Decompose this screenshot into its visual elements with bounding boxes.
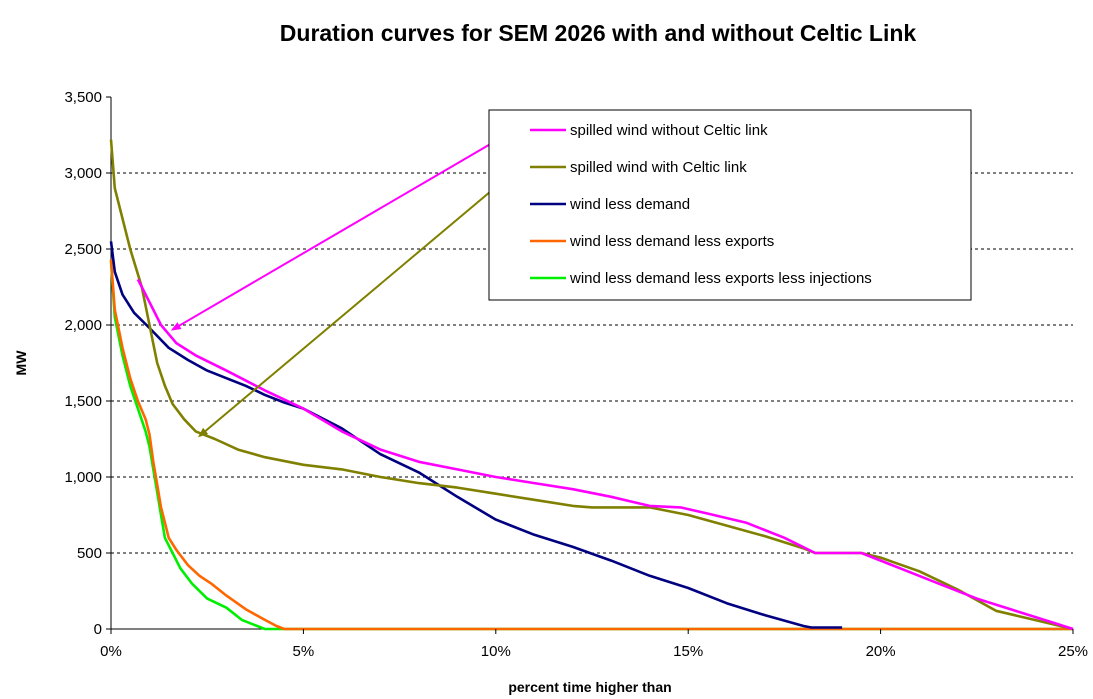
x-tick-label: 0% <box>100 643 122 660</box>
x-axis-label: percent time higher than <box>508 679 671 695</box>
y-tick-label: 1,000 <box>64 469 102 486</box>
y-tick-label: 2,000 <box>64 317 102 334</box>
series-layer <box>109 139 1074 631</box>
y-tick-label: 3,000 <box>64 165 102 182</box>
series-line-0 <box>136 278 1074 631</box>
y-axis-ticks: 0 500 1,000 1,500 2,000 2,500 3,000 3,500 <box>64 89 111 638</box>
y-tick-label: 0 <box>94 621 102 638</box>
x-tick-label: 5% <box>293 643 315 660</box>
x-tick-label: 10% <box>481 643 511 660</box>
y-tick-label: 2,500 <box>64 241 102 258</box>
x-tick-label: 20% <box>866 643 896 660</box>
legend-box <box>488 109 972 301</box>
legend-entry: spilled wind without Celtic link <box>570 122 768 139</box>
annotation-arrow <box>170 126 520 331</box>
series-line-4 <box>109 261 1073 631</box>
series-line-3 <box>109 259 1073 631</box>
x-tick-label: 25% <box>1058 643 1088 660</box>
annotation-layer <box>170 126 520 438</box>
x-tick-label: 15% <box>673 643 703 660</box>
legend-entry: wind less demand less exports <box>569 233 774 250</box>
legend-entry: wind less demand <box>569 196 690 213</box>
y-tick-label: 1,500 <box>64 393 102 410</box>
y-tick-label: 500 <box>77 545 102 562</box>
y-axis-label: MW <box>13 350 29 376</box>
x-axis-ticks: 0% 5% 10% 15% 20% 25% <box>100 629 1088 660</box>
chart-title: Duration curves for SEM 2026 with and wi… <box>280 20 917 46</box>
legend: spilled wind without Celtic link spilled … <box>488 109 972 301</box>
legend-entry: spilled wind with Celtic link <box>570 159 747 176</box>
legend-entry: wind less demand less exports less injec… <box>569 270 872 287</box>
y-tick-label: 3,500 <box>64 89 102 106</box>
annotation-arrow <box>197 166 520 438</box>
